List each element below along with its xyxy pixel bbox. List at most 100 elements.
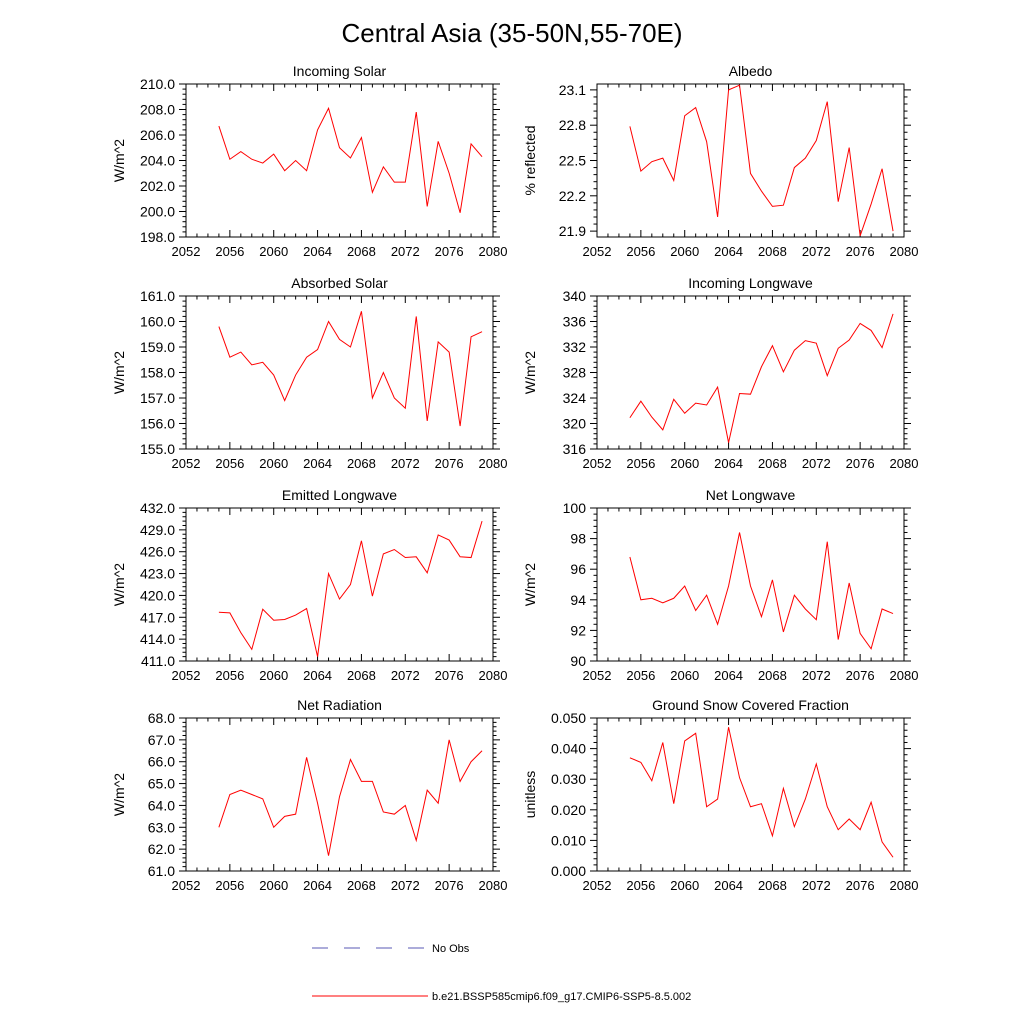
x-tick-label: 2080 bbox=[479, 456, 508, 471]
x-tick-label: 2080 bbox=[479, 878, 508, 893]
y-tick-label: 100 bbox=[563, 500, 587, 516]
y-tick-label: 161.0 bbox=[140, 288, 175, 304]
x-tick-label: 2064 bbox=[303, 244, 332, 259]
y-tick-label: 98 bbox=[570, 531, 586, 547]
x-tick-label: 2052 bbox=[172, 668, 201, 683]
plot-frame bbox=[185, 507, 494, 662]
series-line bbox=[629, 313, 894, 443]
y-tick-label: 62.0 bbox=[148, 841, 175, 857]
y-axis-label: W/m^2 bbox=[522, 563, 538, 606]
x-tick-label: 2056 bbox=[215, 878, 244, 893]
y-tick-label: 328 bbox=[563, 365, 587, 381]
x-tick-label: 2060 bbox=[259, 668, 288, 683]
y-tick-label: 210.0 bbox=[140, 76, 175, 92]
x-tick-label: 2056 bbox=[626, 244, 655, 259]
plot-frame bbox=[185, 83, 494, 238]
x-tick-label: 2060 bbox=[670, 456, 699, 471]
x-tick-label: 2072 bbox=[802, 456, 831, 471]
y-tick-label: 67.0 bbox=[148, 732, 175, 748]
y-tick-label: 21.9 bbox=[559, 223, 586, 239]
x-tick-label: 2060 bbox=[670, 878, 699, 893]
y-tick-label: 320 bbox=[563, 416, 587, 432]
y-tick-label: 23.1 bbox=[559, 82, 586, 98]
y-tick-label: 63.0 bbox=[148, 819, 175, 835]
x-tick-label: 2060 bbox=[259, 456, 288, 471]
chart-legend: No Obs b.e21.BSSP585cmip6.f09_g17.CMIP6-… bbox=[312, 943, 691, 1003]
y-tick-label: 204.0 bbox=[140, 153, 175, 169]
x-tick-label: 2072 bbox=[802, 244, 831, 259]
x-tick-label: 2056 bbox=[626, 878, 655, 893]
panel-title: Net Longwave bbox=[706, 487, 796, 503]
x-tick-label: 2056 bbox=[215, 456, 244, 471]
y-tick-label: 429.0 bbox=[140, 522, 175, 538]
series-line bbox=[218, 106, 483, 213]
x-tick-label: 2056 bbox=[215, 244, 244, 259]
x-tick-label: 2080 bbox=[479, 244, 508, 259]
plot-frame bbox=[185, 295, 494, 450]
y-tick-label: 208.0 bbox=[140, 102, 175, 118]
x-tick-label: 2080 bbox=[890, 244, 919, 259]
y-tick-label: 0.030 bbox=[551, 771, 586, 787]
y-tick-label: 202.0 bbox=[140, 178, 175, 194]
series-line bbox=[629, 727, 894, 858]
plot-frame bbox=[596, 295, 905, 450]
y-tick-label: 157.0 bbox=[140, 390, 175, 406]
panel-title: Absorbed Solar bbox=[291, 275, 388, 291]
x-tick-label: 2056 bbox=[626, 456, 655, 471]
panel-7: Net Radiation W/m^2 2052 2056 2060 2064 2068 20… bbox=[111, 697, 507, 893]
chart-panels: Incoming Solar W/m^2 2052 2056 2060 2064 2068 2… bbox=[111, 63, 918, 893]
plot-frame bbox=[596, 83, 905, 238]
y-tick-label: 423.0 bbox=[140, 566, 175, 582]
panel-2: Albedo % reflected 2052 2056 2060 2064 2068 207… bbox=[522, 63, 918, 259]
y-tick-label: 96 bbox=[570, 561, 586, 577]
y-axis-label: W/m^2 bbox=[111, 563, 127, 606]
panel-1: Incoming Solar W/m^2 2052 2056 2060 2064 2068 2… bbox=[111, 63, 507, 259]
legend-obs-label: No Obs bbox=[432, 943, 470, 955]
x-tick-label: 2064 bbox=[714, 456, 743, 471]
y-tick-label: 22.2 bbox=[559, 188, 586, 204]
figure-title: Central Asia (35-50N,55-70E) bbox=[341, 18, 682, 48]
x-tick-label: 2052 bbox=[172, 456, 201, 471]
y-tick-label: 198.0 bbox=[140, 229, 175, 245]
x-tick-label: 2064 bbox=[303, 668, 332, 683]
y-tick-label: 65.0 bbox=[148, 776, 175, 792]
x-tick-label: 2076 bbox=[846, 668, 875, 683]
y-tick-label: 417.0 bbox=[140, 609, 175, 625]
panel-title: Net Radiation bbox=[297, 697, 382, 713]
x-tick-label: 2052 bbox=[583, 878, 612, 893]
y-tick-label: 160.0 bbox=[140, 314, 175, 330]
y-tick-label: 316 bbox=[563, 441, 587, 457]
x-tick-label: 2076 bbox=[846, 244, 875, 259]
x-tick-label: 2076 bbox=[435, 878, 464, 893]
y-tick-label: 411.0 bbox=[141, 653, 175, 669]
legend-model-label: b.e21.BSSP585cmip6.f09_g17.CMIP6-SSP5-8.… bbox=[432, 991, 691, 1003]
y-tick-label: 155.0 bbox=[140, 441, 175, 457]
x-tick-label: 2076 bbox=[846, 456, 875, 471]
x-tick-label: 2080 bbox=[479, 668, 508, 683]
y-tick-label: 0.000 bbox=[551, 863, 586, 879]
x-tick-label: 2064 bbox=[303, 878, 332, 893]
y-axis-label: W/m^2 bbox=[522, 351, 538, 394]
y-axis-label: W/m^2 bbox=[111, 351, 127, 394]
y-axis-label: unitless bbox=[522, 771, 538, 818]
x-tick-label: 2068 bbox=[758, 878, 787, 893]
x-tick-label: 2072 bbox=[391, 456, 420, 471]
x-tick-label: 2060 bbox=[259, 244, 288, 259]
panel-title: Emitted Longwave bbox=[282, 487, 397, 503]
x-tick-label: 2056 bbox=[215, 668, 244, 683]
y-axis-label: % reflected bbox=[522, 125, 538, 195]
panel-4: Incoming Longwave W/m^2 2052 2056 2060 2064 20… bbox=[522, 275, 918, 471]
y-tick-label: 414.0 bbox=[140, 631, 175, 647]
panel-5: Emitted Longwave W/m^2 2052 2056 2060 2064 206… bbox=[111, 487, 507, 683]
panel-8: Ground Snow Covered Fraction unitless 2052… bbox=[522, 697, 918, 893]
x-tick-label: 2052 bbox=[583, 244, 612, 259]
x-tick-label: 2064 bbox=[714, 244, 743, 259]
panel-title: Incoming Longwave bbox=[688, 275, 813, 291]
x-tick-label: 2060 bbox=[259, 878, 288, 893]
y-tick-label: 61.0 bbox=[148, 863, 175, 879]
x-tick-label: 2068 bbox=[347, 668, 376, 683]
x-tick-label: 2072 bbox=[391, 244, 420, 259]
x-tick-label: 2076 bbox=[435, 244, 464, 259]
y-tick-label: 66.0 bbox=[148, 754, 175, 770]
